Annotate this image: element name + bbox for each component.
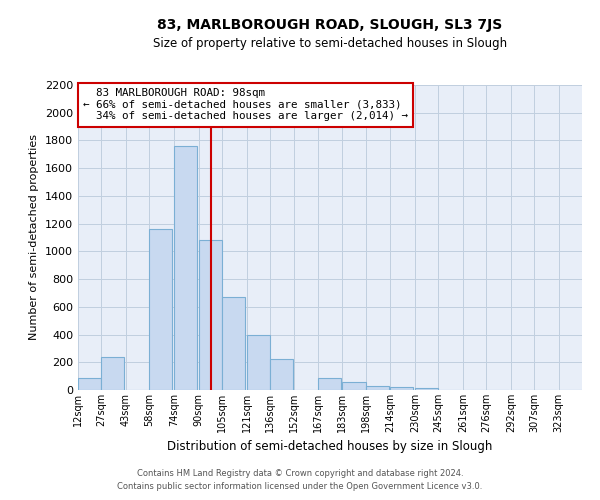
X-axis label: Distribution of semi-detached houses by size in Slough: Distribution of semi-detached houses by … <box>167 440 493 454</box>
Text: Contains public sector information licensed under the Open Government Licence v3: Contains public sector information licen… <box>118 482 482 491</box>
Bar <box>101 356 124 390</box>
Bar <box>149 229 172 390</box>
Text: 83 MARLBOROUGH ROAD: 98sqm
← 66% of semi-detached houses are smaller (3,833)
  3: 83 MARLBOROUGH ROAD: 98sqm ← 66% of semi… <box>83 88 408 121</box>
Bar <box>247 335 270 390</box>
Bar <box>199 240 222 390</box>
Bar <box>270 359 293 390</box>
Bar <box>174 146 197 390</box>
Bar <box>415 388 438 390</box>
Bar <box>365 386 389 390</box>
Bar <box>78 378 101 390</box>
Bar <box>317 378 341 390</box>
Bar <box>390 386 413 390</box>
Text: Contains HM Land Registry data © Crown copyright and database right 2024.: Contains HM Land Registry data © Crown c… <box>137 468 463 477</box>
Bar <box>222 297 245 390</box>
Text: 83, MARLBOROUGH ROAD, SLOUGH, SL3 7JS: 83, MARLBOROUGH ROAD, SLOUGH, SL3 7JS <box>157 18 503 32</box>
Text: Size of property relative to semi-detached houses in Slough: Size of property relative to semi-detach… <box>153 38 507 51</box>
Bar <box>343 382 365 390</box>
Y-axis label: Number of semi-detached properties: Number of semi-detached properties <box>29 134 40 340</box>
